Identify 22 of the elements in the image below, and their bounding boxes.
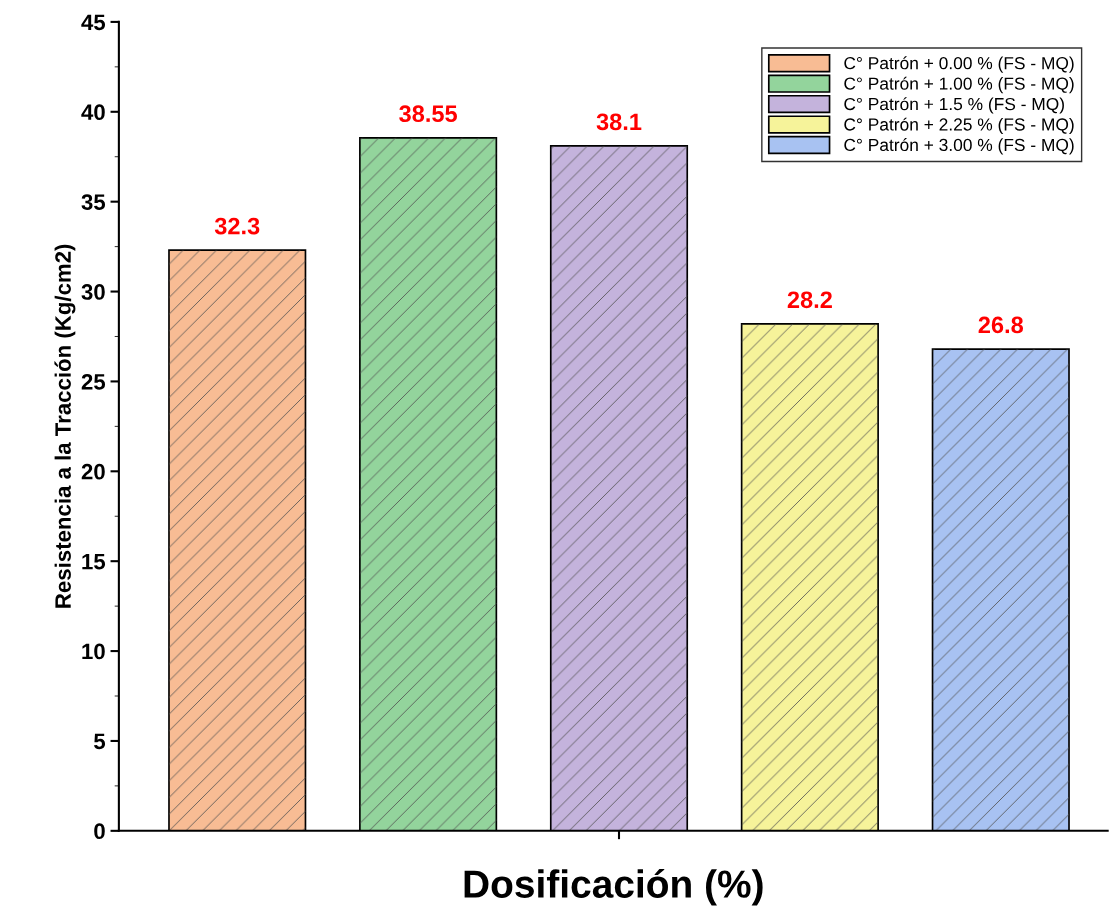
y-tick-label: 35 xyxy=(81,194,106,210)
data-label: 28.2 xyxy=(787,291,832,309)
legend-label: C° Patrón + 2.25 % (FS - MQ) xyxy=(844,117,1074,135)
y-tick-label: 0 xyxy=(94,823,105,840)
data-label: 32.3 xyxy=(214,217,260,235)
y-tick-label: 5 xyxy=(94,733,106,750)
data-label: 26.8 xyxy=(978,316,1024,334)
y-tick-label: 20 xyxy=(81,463,105,480)
y-tick-label: 10 xyxy=(82,643,105,660)
legend-label: C° Patrón + 1.00 % (FS - MQ) xyxy=(844,76,1074,94)
legend-label: C° Patrón + 3.00 % (FS - MQ) xyxy=(844,138,1074,155)
y-tick-label: 40 xyxy=(81,104,105,121)
legend-label: C° Patrón + 0.00 % (FS - MQ) xyxy=(844,56,1074,73)
data-label: 38.1 xyxy=(596,113,642,131)
data-label: 38.55 xyxy=(399,105,457,123)
legend-label: C° Patrón + 1.5 % (FS - MQ) xyxy=(844,97,1064,114)
y-tick-label: 45 xyxy=(81,14,106,31)
y-axis-title: Resistencia a la Tracción (Kg/cm2) xyxy=(54,244,76,608)
x-axis-title: Dosificación (%) xyxy=(464,869,763,906)
y-tick-label: 30 xyxy=(81,284,105,300)
y-tick-label: 15 xyxy=(82,553,106,570)
y-tick-label: 25 xyxy=(81,373,106,390)
